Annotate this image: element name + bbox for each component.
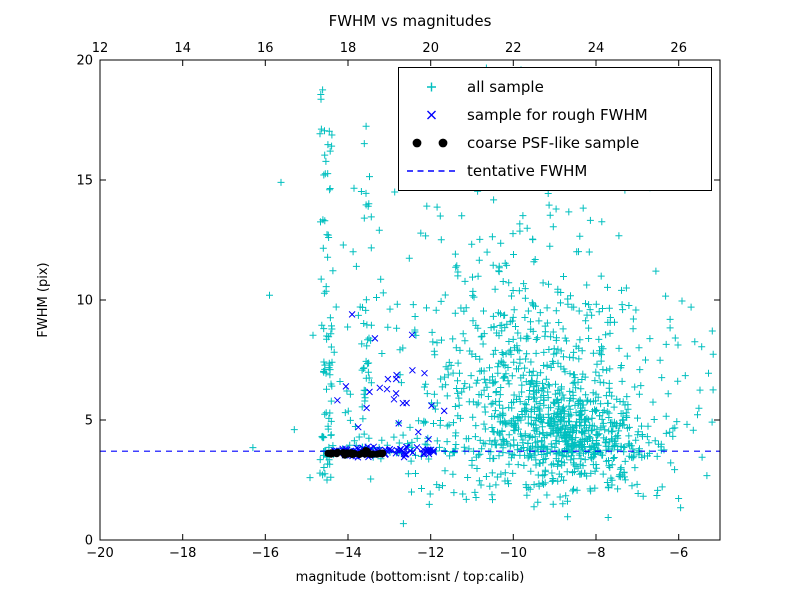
y-axis-label: FWHM (pix) xyxy=(36,262,51,337)
plus-marker-icon xyxy=(427,82,436,92)
axes-layer: −20 −18 −16 −14 −12 −10 −8 −6 12 14 16 18 20 22 24 26 0 5… xyxy=(76,41,721,561)
legend-entry-psf-sample: coarse PSF-like sample xyxy=(405,129,705,157)
x-tick-label-bottom: −16 xyxy=(252,546,279,561)
x-tick-label-top: 22 xyxy=(505,41,522,56)
x-axis-label: magnitude (bottom:isnt / top:calib) xyxy=(296,570,525,585)
x-tick-label-top: 18 xyxy=(340,41,357,56)
x-tick-label-top: 16 xyxy=(257,41,274,56)
dot-marker-right xyxy=(438,138,448,148)
legend-label-psf-sample: coarse PSF-like sample xyxy=(467,134,640,152)
psf-sample-point xyxy=(341,451,349,459)
all-sample-points xyxy=(249,64,717,528)
legend-entry-all-sample: all sample xyxy=(405,73,705,101)
x-tick-label-bottom: −18 xyxy=(169,546,196,561)
x-tick-label-top: 24 xyxy=(588,41,605,56)
y-tick-label: 5 xyxy=(85,414,93,429)
x-marker xyxy=(427,110,436,120)
legend-entry-tentative-fwhm: tentative FWHM xyxy=(405,157,705,185)
legend-label-all-sample: all sample xyxy=(467,78,544,96)
x-tick-label-bottom: −6 xyxy=(669,546,688,561)
x-tick-label-top: 14 xyxy=(174,41,191,56)
dashed-line-icon xyxy=(407,170,455,172)
chart-title: FWHM vs magnitudes xyxy=(329,12,492,30)
y-tick-label: 10 xyxy=(76,294,93,309)
psf-sample-point xyxy=(327,450,335,458)
x-marker-icon xyxy=(427,110,436,120)
legend-entry-rough-fwhm: sample for rough FWHM xyxy=(405,101,705,129)
legend: all sample sample for rough FWHM coarse … xyxy=(398,67,712,191)
scatter-layers xyxy=(100,64,720,528)
y-tick-label: 20 xyxy=(76,54,93,69)
plus-marker xyxy=(427,82,436,92)
x-tick-label-top: 26 xyxy=(670,41,687,56)
psf-sample-point xyxy=(333,450,341,458)
psf-sample-points xyxy=(324,447,387,459)
psf-sample-point xyxy=(375,450,383,458)
x-tick-label-bottom: −8 xyxy=(586,546,605,561)
psf-sample-point xyxy=(355,450,364,459)
y-tick-label: 15 xyxy=(76,174,93,189)
dot-marker-left xyxy=(412,138,422,148)
x-tick-label-top: 20 xyxy=(422,41,439,56)
legend-label-rough-fwhm: sample for rough FWHM xyxy=(467,106,648,124)
x-tick-label-bottom: −10 xyxy=(500,546,527,561)
x-tick-label-bottom: −14 xyxy=(334,546,361,561)
x-tick-label-bottom: −20 xyxy=(86,546,113,561)
dot-marker-icon xyxy=(412,138,448,148)
x-tick-label-bottom: −12 xyxy=(417,546,444,561)
x-tick-label-top: 12 xyxy=(92,41,109,56)
rough-fwhm-points xyxy=(330,311,448,461)
legend-label-tentative-fwhm: tentative FWHM xyxy=(467,162,588,180)
y-tick-label: 0 xyxy=(85,534,93,549)
